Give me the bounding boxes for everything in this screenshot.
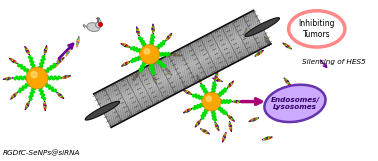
Ellipse shape [245,18,279,37]
Circle shape [31,72,37,78]
Circle shape [206,96,211,101]
Circle shape [202,92,221,111]
Text: Endosomes/
Lysosomes: Endosomes/ Lysosomes [270,97,319,110]
Text: Inhibiting
Tumors: Inhibiting Tumors [299,19,335,39]
Circle shape [144,49,150,54]
Ellipse shape [87,23,100,32]
Ellipse shape [96,22,102,28]
Text: RGDfC-SeNPs@siRNA: RGDfC-SeNPs@siRNA [3,150,80,156]
Ellipse shape [85,101,120,120]
Circle shape [26,67,48,89]
Circle shape [140,45,160,64]
Ellipse shape [98,20,101,23]
Ellipse shape [264,85,325,122]
Text: Silencing of HES5: Silencing of HES5 [302,59,366,65]
